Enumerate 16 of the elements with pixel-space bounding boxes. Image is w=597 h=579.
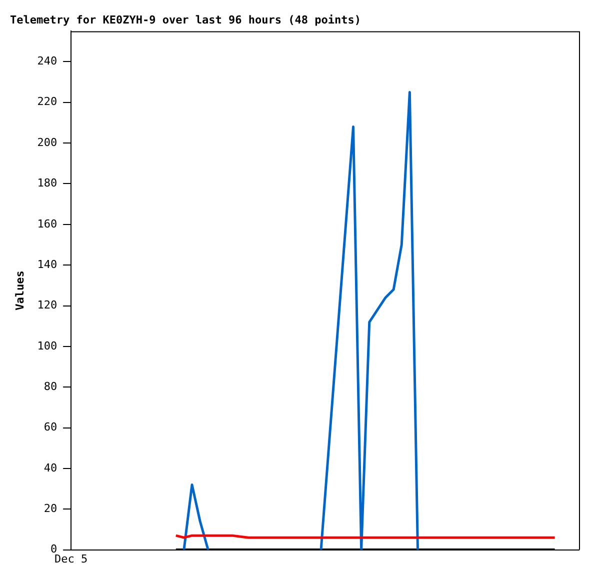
y-tick-label: 140 (37, 258, 58, 271)
y-tick-label: 40 (44, 461, 58, 474)
y-tick-label: 60 (44, 420, 58, 434)
y-tick-label: 80 (44, 380, 58, 393)
x-tick-label: Dec 5 (54, 552, 88, 566)
y-axis-title: Values (13, 270, 26, 310)
y-tick-label: 160 (37, 217, 58, 230)
y-tick-label: 220 (37, 95, 58, 108)
y-tick-label: 100 (37, 339, 58, 352)
chart-title: Telemetry for KE0ZYH-9 over last 96 hours (48 points) (10, 13, 361, 26)
y-tick-label: 20 (44, 502, 58, 515)
y-tick-label: 120 (37, 298, 58, 312)
y-tick-label: 200 (37, 136, 58, 149)
y-tick-label: 0 (50, 542, 58, 556)
y-tick-label: 240 (37, 54, 58, 68)
y-tick-label: 180 (37, 176, 58, 190)
